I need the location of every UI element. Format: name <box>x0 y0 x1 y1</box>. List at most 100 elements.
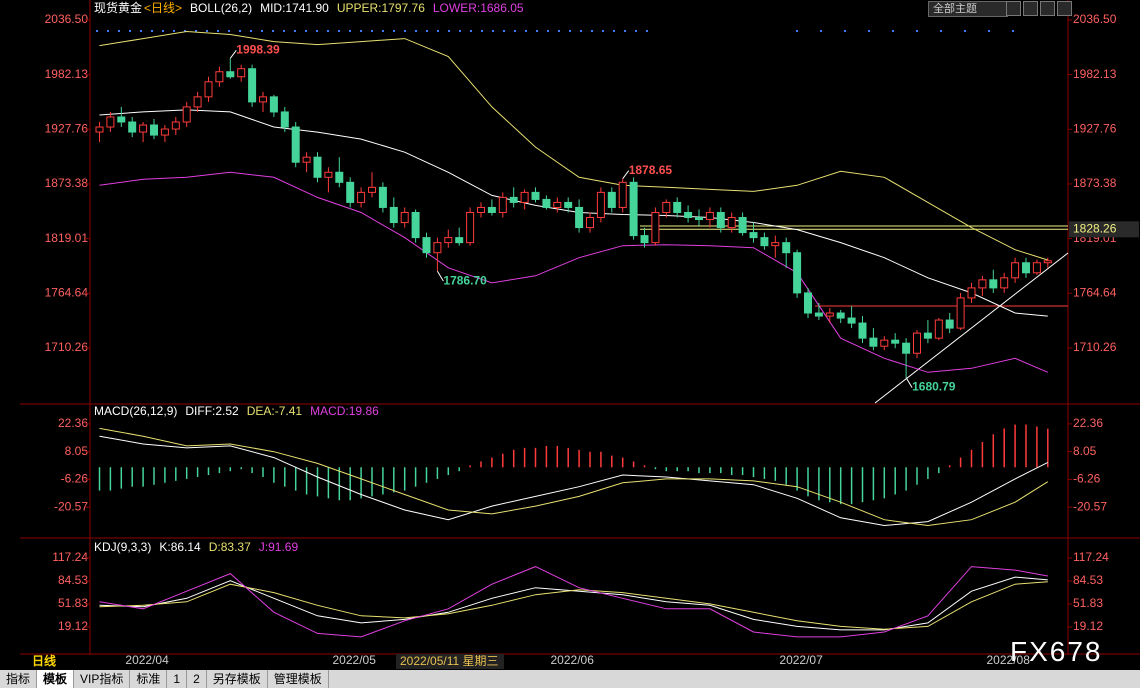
price-level-box <box>1069 221 1139 238</box>
candle-body <box>400 211 409 224</box>
indicator-line <box>99 30 1048 261</box>
y-tick-label-right: 1927.76 <box>1073 121 1117 135</box>
y-tick-label: 22.36 <box>58 416 88 430</box>
y-tick-label-right: 51.83 <box>1073 596 1103 610</box>
legend-text: MACD(26,12,9) <box>94 404 177 418</box>
candle-body <box>716 211 725 229</box>
candle-body <box>804 292 812 314</box>
btn[interactable] <box>1023 1 1038 16</box>
candle-body <box>95 126 104 133</box>
toolbar-button[interactable]: VIP指标 <box>74 670 131 688</box>
candle-body <box>509 196 518 203</box>
candle-body <box>684 211 693 219</box>
btn[interactable] <box>1006 1 1021 16</box>
candle-body <box>956 297 965 329</box>
theme-button[interactable]: 全部主题 <box>928 1 1008 17</box>
candle-body <box>618 181 627 208</box>
toolbar-button[interactable]: 另存模板 <box>207 670 268 688</box>
candle-body <box>259 96 267 103</box>
y-tick-label-right: -6.26 <box>1073 472 1101 486</box>
candle-body <box>204 81 213 98</box>
candle-body <box>411 211 420 239</box>
candle-body <box>640 235 649 244</box>
candle-body <box>673 201 682 213</box>
candle-body <box>542 198 551 208</box>
btn[interactable] <box>1057 1 1072 16</box>
cursor-date-box <box>396 654 504 669</box>
y-tick-label: 1710.26 <box>45 340 89 354</box>
candle-body <box>891 339 900 344</box>
candle-body <box>596 191 605 219</box>
candle-body <box>455 237 464 244</box>
toolbar-button[interactable]: 模板 <box>37 670 75 688</box>
period-label: 日线 <box>32 653 56 668</box>
legend-text: UPPER:1797.76 <box>337 1 425 15</box>
candle-body <box>106 116 115 128</box>
candle-body <box>498 196 507 213</box>
candle-body <box>248 68 257 103</box>
y-tick-label: 1982.13 <box>45 67 89 81</box>
annotation-pointer <box>905 377 913 388</box>
candle-body <box>945 319 954 329</box>
candle-body <box>847 317 856 324</box>
toolbar-button[interactable]: 指标 <box>0 670 38 688</box>
candle-body <box>782 242 791 254</box>
candle-body <box>466 211 475 244</box>
btn[interactable] <box>1040 1 1055 16</box>
window-buttons <box>1006 1 1074 21</box>
legend-text: DEA:-7.41 <box>247 404 303 418</box>
candle-body <box>978 279 987 289</box>
toolbar-button[interactable]: 2 <box>187 670 207 688</box>
candle-body <box>346 181 355 203</box>
x-tick-label: 2022/08 <box>987 653 1031 667</box>
y-tick-label-right: 19.12 <box>1073 619 1103 633</box>
candle-body <box>269 96 278 113</box>
x-tick-label: 2022/07 <box>779 653 823 667</box>
x-tick-label: 2022/04 <box>125 653 169 667</box>
y-tick-label-right: 2036.50 <box>1073 12 1117 26</box>
candle-body <box>160 128 169 136</box>
candle-body <box>629 181 638 237</box>
candle-body <box>553 201 562 208</box>
candle-body <box>575 206 584 229</box>
candle-body <box>1011 262 1020 279</box>
candle-body <box>1043 260 1052 264</box>
candle-body <box>880 339 889 347</box>
annotation: 1680.79 <box>912 380 956 394</box>
candle-body <box>705 211 714 221</box>
candle-body <box>150 124 158 136</box>
y-tick-label: -20.57 <box>54 499 88 513</box>
toolbar: 指标 模板 VIP指标 标准 1 2 另存模板 管理模板 <box>0 670 1140 688</box>
candle-body <box>836 312 845 319</box>
candle-body <box>662 201 671 213</box>
indicator-line <box>99 566 1048 638</box>
candle-body <box>324 171 333 178</box>
y-tick-label: 2036.50 <box>45 12 89 26</box>
candle-body <box>738 217 747 234</box>
y-tick-label: -6.26 <box>61 472 89 486</box>
toolbar-button[interactable]: 1 <box>167 670 188 688</box>
legend-text: <日线> <box>144 1 182 15</box>
candle-body <box>302 156 311 163</box>
y-tick-label: 19.12 <box>58 619 88 633</box>
y-tick-label-right: 84.53 <box>1073 573 1103 587</box>
candle-body <box>128 121 137 133</box>
chart: 2022/05/11 星期三 日线 2036.50 2036.50 1982.13 1… <box>20 0 1140 669</box>
candle-body <box>378 186 387 208</box>
legend-text: DIFF:2.52 <box>185 404 239 418</box>
candle-body <box>695 217 703 221</box>
candle-body <box>520 191 529 203</box>
candle-body <box>902 342 911 354</box>
candle-body <box>989 279 998 289</box>
candle-body <box>291 126 300 163</box>
toolbar-button[interactable]: 标准 <box>130 670 168 688</box>
annotation-pointer <box>229 49 237 59</box>
candle-body <box>858 322 867 339</box>
toolbar-button[interactable]: 管理模板 <box>268 670 329 688</box>
candle-body <box>226 71 235 78</box>
candle-body <box>444 237 453 244</box>
y-tick-label: 84.53 <box>58 573 88 587</box>
annotation-pointer <box>436 270 444 282</box>
candle-body <box>651 211 660 244</box>
